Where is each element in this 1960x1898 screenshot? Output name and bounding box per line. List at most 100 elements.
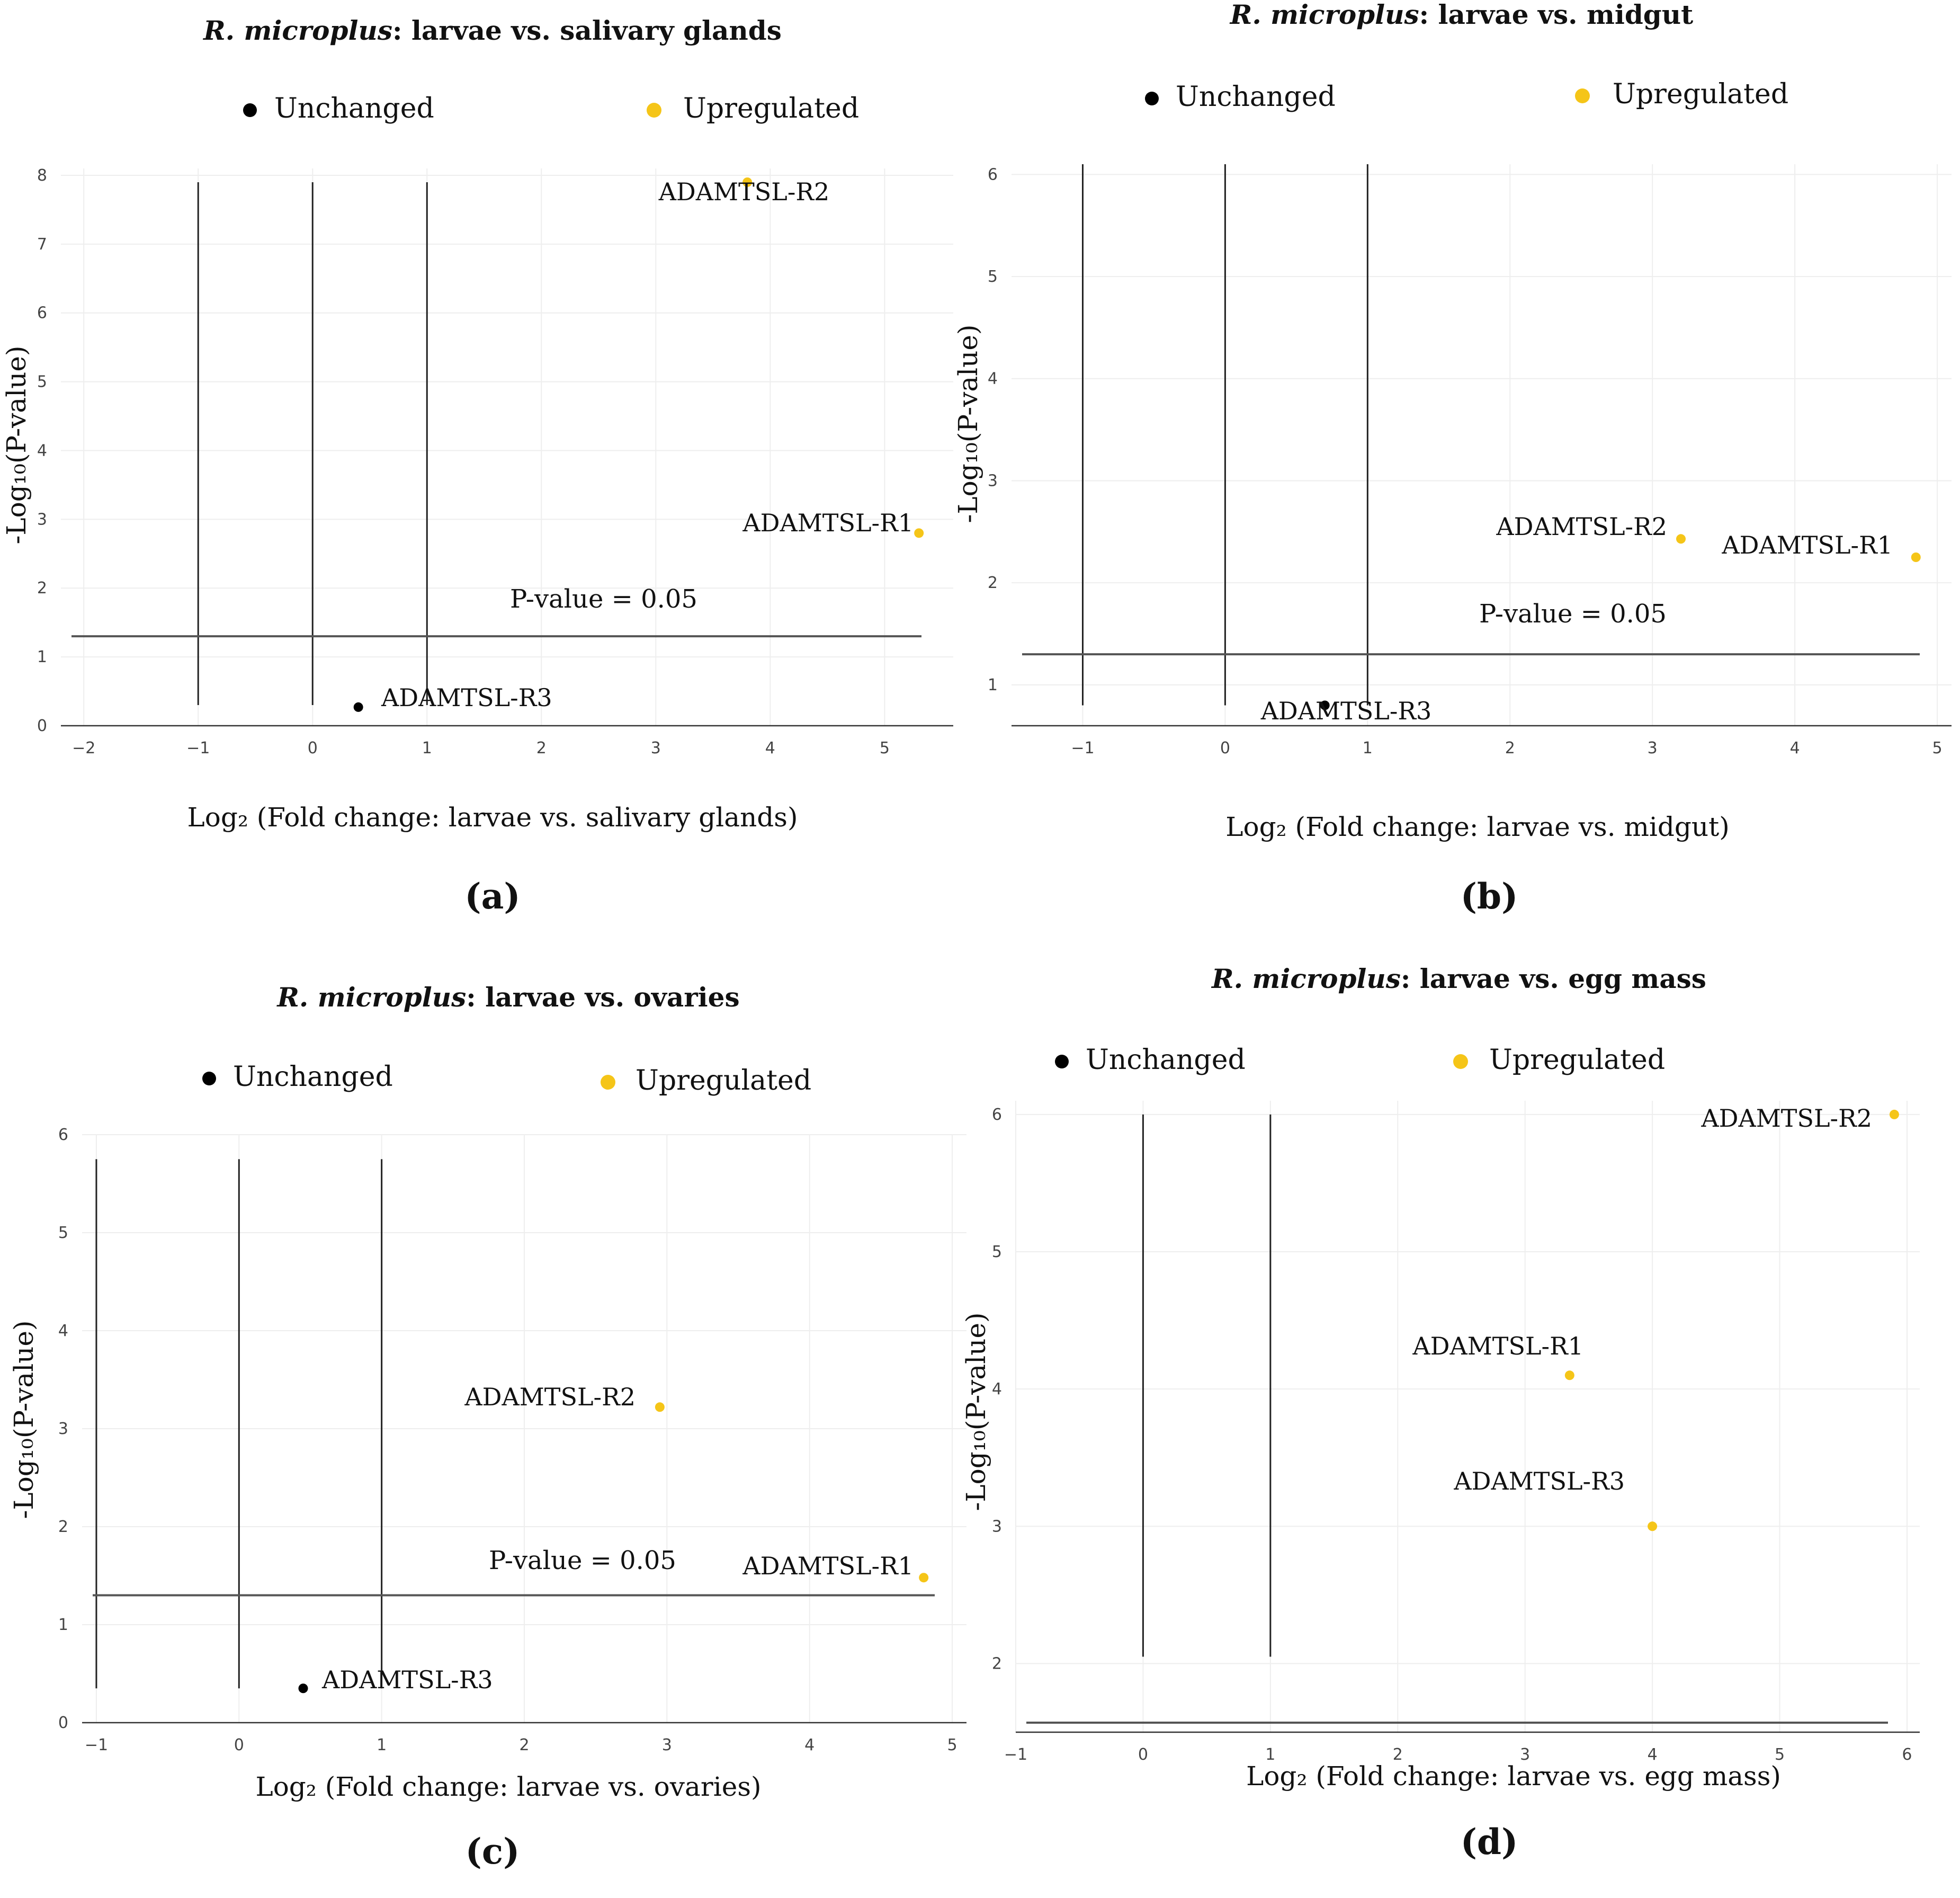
- x-tick-label: 4: [804, 1736, 815, 1754]
- y-axis-title: -Log₁₀(P-value): [953, 325, 983, 523]
- data-point-adamtsl-r2: [1676, 534, 1686, 544]
- data-point-label: ADAMTSL-R2: [1701, 1104, 1872, 1133]
- x-axis-title: Log₂ (Fold change: larvae vs. egg mass): [1246, 1761, 1781, 1792]
- y-axis-title: -Log₁₀(P-value): [1, 346, 32, 545]
- x-tick-label: −1: [85, 1736, 108, 1754]
- data-point-label: ADAMTSL-R3: [321, 1665, 493, 1694]
- legend-label-upregulated: Upregulated: [636, 1065, 811, 1097]
- y-tick-label: 2: [58, 1518, 68, 1536]
- data-point-adamtsl-r3: [1320, 700, 1330, 710]
- x-tick-label: 5: [1775, 1745, 1785, 1764]
- y-tick-label: 0: [37, 717, 47, 735]
- x-tick-label: 2: [519, 1736, 529, 1754]
- y-tick-label: 5: [992, 1243, 1002, 1261]
- volcano-panel-a: R. microplus: larvae vs. salivary glands…: [1, 15, 953, 917]
- volcano-panel-c: R. microplus: larvae vs. ovaries Unchange…: [8, 982, 966, 1872]
- legend-marker-upregulated: [647, 103, 661, 118]
- x-tick-label: 4: [1648, 1745, 1658, 1764]
- data-point-adamtsl-r2: [742, 177, 753, 187]
- x-tick-label: 2: [536, 739, 547, 758]
- data-point-adamtsl-r1: [919, 1573, 929, 1583]
- y-tick-label: 7: [37, 235, 47, 254]
- y-tick-label: 6: [58, 1126, 68, 1144]
- panel-title-species: R. microplus: [1229, 0, 1419, 30]
- data-point-label: ADAMTSL-R2: [464, 1383, 636, 1411]
- legend-label-upregulated: Upregulated: [1613, 78, 1788, 110]
- legend-marker-upregulated: [601, 1075, 615, 1090]
- y-tick-label: 4: [992, 1380, 1002, 1398]
- legend-label-upregulated: Upregulated: [683, 93, 859, 124]
- x-tick-label: 3: [1520, 1745, 1530, 1764]
- x-tick-label: 5: [1932, 739, 1943, 758]
- volcano-panel-b: R. microplus: larvae vs. midgut Unchanged…: [953, 0, 1952, 917]
- p-value-threshold-label: P-value = 0.05: [510, 584, 697, 614]
- panel-title: R. microplus: larvae vs. midgut: [1229, 0, 1693, 30]
- x-tick-label: 1: [377, 1736, 387, 1754]
- x-tick-label: 5: [880, 739, 890, 758]
- data-point-adamtsl-r2: [655, 1402, 665, 1412]
- legend-label-unchanged: Unchanged: [233, 1061, 393, 1093]
- panel-title-comparison: : larvae vs. midgut: [1419, 0, 1694, 30]
- x-tick-label: 2: [1393, 1745, 1403, 1764]
- legend-marker-unchanged: [243, 103, 257, 117]
- panel-title-comparison: : larvae vs. egg mass: [1401, 963, 1706, 994]
- legend-label-upregulated: Upregulated: [1489, 1044, 1665, 1076]
- x-tick-label: 3: [651, 739, 661, 758]
- legend-marker-unchanged: [1145, 92, 1159, 105]
- y-tick-label: 5: [988, 268, 998, 286]
- data-point-adamtsl-r3: [1648, 1521, 1658, 1531]
- legend-label-unchanged: Unchanged: [1086, 1044, 1246, 1076]
- panel-title-comparison: : larvae vs. ovaries: [466, 982, 739, 1013]
- data-point-adamtsl-r2: [1889, 1109, 1899, 1119]
- y-tick-label: 1: [37, 648, 47, 666]
- y-tick-label: 1: [988, 676, 998, 694]
- panel-title: R. microplus: larvae vs. ovaries: [276, 982, 739, 1013]
- x-tick-label: 1: [1265, 1745, 1275, 1764]
- x-tick-label: −1: [186, 739, 210, 758]
- panel-caption: (c): [466, 1831, 520, 1872]
- x-axis-title: Log₂ (Fold change: larvae vs. salivary g…: [187, 802, 798, 833]
- y-tick-label: 3: [992, 1517, 1002, 1536]
- legend-marker-unchanged: [202, 1072, 216, 1085]
- y-tick-label: 4: [988, 370, 998, 388]
- y-tick-label: 2: [988, 574, 998, 592]
- x-tick-label: 0: [308, 739, 318, 758]
- data-point-adamtsl-r1: [1911, 553, 1921, 562]
- y-tick-label: 4: [37, 441, 47, 460]
- y-tick-label: 1: [58, 1616, 68, 1634]
- x-tick-label: 0: [1220, 739, 1230, 758]
- data-point-adamtsl-r1: [1564, 1370, 1574, 1380]
- x-tick-label: −1: [1071, 739, 1094, 758]
- data-point-label: ADAMTSL-R3: [1260, 697, 1432, 725]
- y-tick-label: 3: [988, 471, 998, 490]
- x-axis-title: Log₂ (Fold change: larvae vs. midgut): [1225, 812, 1729, 842]
- panel-title-species: R. microplus: [1211, 963, 1401, 994]
- y-tick-label: 6: [988, 165, 998, 184]
- legend-label-unchanged: Unchanged: [274, 93, 434, 124]
- panel-title-species: R. microplus: [276, 982, 466, 1013]
- volcano-panel-d: R. microplus: larvae vs. egg mass Unchang…: [961, 963, 1920, 1863]
- y-tick-label: 4: [58, 1322, 68, 1340]
- data-point-label: ADAMTSL-R1: [742, 1552, 914, 1580]
- x-tick-label: 4: [1790, 739, 1800, 758]
- data-point-label: ADAMTSL-R1: [742, 509, 914, 537]
- panel-title: R. microplus: larvae vs. egg mass: [1211, 963, 1706, 994]
- y-tick-label: 0: [58, 1714, 68, 1732]
- data-point-label: ADAMTSL-R2: [658, 177, 830, 206]
- y-tick-label: 5: [37, 373, 47, 391]
- legend-marker-upregulated: [1575, 88, 1590, 103]
- y-tick-label: 3: [37, 510, 47, 529]
- x-tick-label: −2: [72, 739, 95, 758]
- x-axis-title: Log₂ (Fold change: larvae vs. ovaries): [255, 1771, 761, 1802]
- p-value-threshold-label: P-value = 0.05: [1479, 599, 1667, 629]
- data-point-adamtsl-r1: [914, 528, 924, 538]
- y-tick-label: 2: [37, 579, 47, 598]
- x-tick-label: 0: [1138, 1745, 1148, 1764]
- legend-marker-upregulated: [1453, 1054, 1468, 1069]
- x-tick-label: 4: [765, 739, 775, 758]
- x-tick-label: 1: [422, 739, 432, 758]
- legend-label-unchanged: Unchanged: [1176, 81, 1336, 113]
- y-tick-label: 5: [58, 1224, 68, 1242]
- x-tick-label: 0: [234, 1736, 244, 1754]
